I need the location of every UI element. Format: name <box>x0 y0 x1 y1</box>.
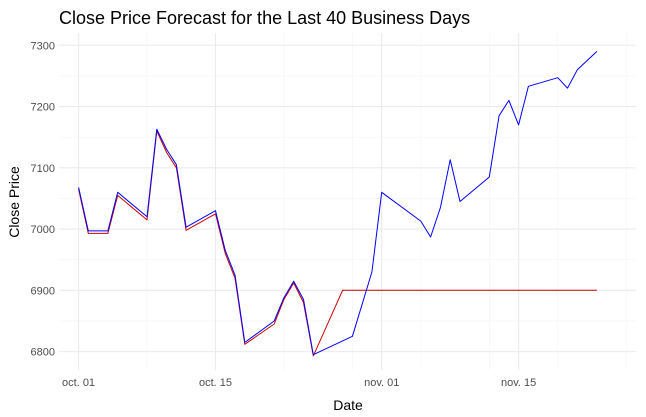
chart-title: Close Price Forecast for the Last 40 Bus… <box>59 8 470 28</box>
y-tick-label: 6900 <box>31 285 55 297</box>
y-tick-label: 7300 <box>31 40 55 52</box>
y-tick-label: 7000 <box>31 224 55 236</box>
x-axis-ticks: oct. 01 oct. 15 nov. 01 nov. 15 <box>62 377 536 389</box>
y-tick-label: 7100 <box>31 163 55 175</box>
x-tick-label: nov. 01 <box>364 377 399 389</box>
series-layer <box>78 51 598 357</box>
y-axis-ticks: 6800 6900 7000 7100 7200 7300 <box>31 40 55 358</box>
y-tick-label: 7200 <box>31 102 55 114</box>
y-tick-label: 6800 <box>31 347 55 359</box>
x-axis-title: Date <box>333 397 363 413</box>
x-tick-label: oct. 15 <box>199 377 232 389</box>
series-line <box>78 130 597 357</box>
x-tick-label: nov. 15 <box>501 377 536 389</box>
y-axis-title: Close Price <box>6 166 22 238</box>
x-tick-label: oct. 01 <box>62 377 95 389</box>
grid <box>59 33 636 370</box>
series-line <box>78 51 598 356</box>
